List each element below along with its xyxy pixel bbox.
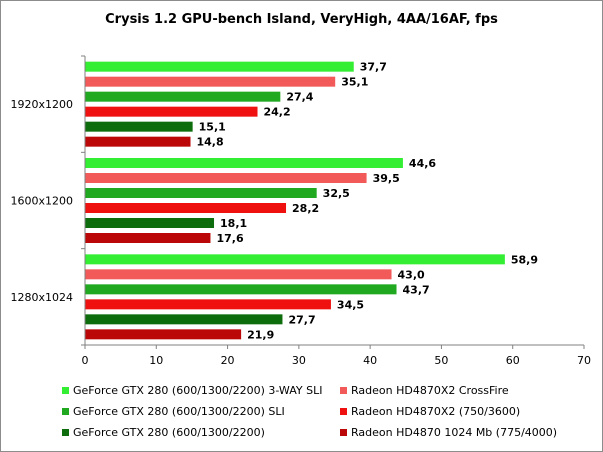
bar-value-label: 17,6: [216, 232, 243, 245]
bar-value-label: 44,6: [409, 157, 436, 170]
legend-swatch: [340, 386, 347, 394]
x-tick-label: 60: [506, 354, 520, 367]
legend-label: GeForce GTX 280 (600/1300/2200) 3-WAY SL…: [73, 384, 323, 397]
legend-item: Radeon HD4870X2 (750/3600): [340, 404, 520, 420]
bar-value-label: 43,0: [398, 268, 425, 281]
bar-value-label: 27,4: [286, 91, 313, 104]
bar: [85, 188, 317, 198]
chart-title: Crysis 1.2 GPU-bench Island, VeryHigh, 4…: [105, 12, 498, 27]
bar-value-label: 32,5: [323, 187, 350, 200]
x-tick-label: 40: [363, 354, 377, 367]
category-label: 1920x1200: [11, 98, 74, 111]
bar-value-label: 15,1: [199, 121, 226, 134]
legend-swatch: [62, 386, 69, 394]
legend-item: GeForce GTX 280 (600/1300/2200) 3-WAY SL…: [62, 383, 322, 399]
bar-value-label: 28,2: [292, 202, 319, 215]
legend-label: GeForce GTX 280 (600/1300/2200) SLI: [73, 405, 285, 418]
x-tick-label: 30: [292, 354, 306, 367]
bar-value-label: 14,8: [197, 136, 224, 149]
legend-swatch: [62, 407, 69, 415]
bar-value-label: 37,7: [360, 61, 387, 74]
legend-swatch: [340, 407, 347, 415]
bar-value-label: 24,2: [264, 106, 291, 119]
bar: [85, 284, 397, 295]
bar-value-label: 21,9: [247, 328, 274, 341]
bar: [85, 173, 367, 183]
x-tick-label: 10: [149, 354, 163, 367]
bar: [85, 314, 283, 325]
bar: [85, 203, 287, 213]
bar: [85, 233, 211, 243]
bar-value-label: 27,7: [288, 313, 315, 326]
bar-value-label: 43,7: [403, 283, 430, 296]
x-tick-label: 50: [434, 354, 448, 367]
legend-swatch: [340, 428, 347, 436]
bar-value-label: 35,1: [341, 76, 368, 89]
legend-label: Radeon HD4870X2 (750/3600): [351, 405, 521, 418]
bar: [85, 136, 191, 147]
legend-item: Radeon HD4870 1024 Mb (775/4000): [340, 425, 557, 441]
bar: [85, 218, 215, 228]
legend-swatch: [62, 428, 69, 436]
legend-item: GeForce GTX 280 (600/1300/2200): [62, 425, 265, 441]
legend-label: GeForce GTX 280 (600/1300/2200): [73, 426, 265, 439]
bar: [85, 158, 403, 168]
legend-label: Radeon HD4870X2 CrossFire: [351, 384, 509, 397]
bar: [85, 121, 193, 132]
legend-item: Radeon HD4870X2 CrossFire: [340, 383, 509, 399]
bar: [85, 91, 281, 102]
x-tick-label: 20: [221, 354, 235, 367]
x-tick-label: 0: [82, 354, 89, 367]
category-label: 1280x1024: [11, 291, 74, 304]
bar-value-label: 18,1: [220, 217, 247, 230]
bar: [85, 269, 392, 280]
bar: [85, 329, 242, 340]
bar-value-label: 58,9: [511, 253, 538, 266]
bar: [85, 61, 354, 72]
legend-label: Radeon HD4870 1024 Mb (775/4000): [351, 426, 558, 439]
bar: [85, 299, 331, 310]
bar-value-label: 39,5: [373, 172, 400, 185]
bar: [85, 106, 258, 117]
bar: [85, 76, 336, 87]
category-label: 1600x1200: [11, 195, 74, 208]
bar-value-label: 34,5: [337, 298, 364, 311]
bar: [85, 254, 505, 265]
legend-item: GeForce GTX 280 (600/1300/2200) SLI: [62, 404, 285, 420]
x-tick-label: 70: [577, 354, 591, 367]
